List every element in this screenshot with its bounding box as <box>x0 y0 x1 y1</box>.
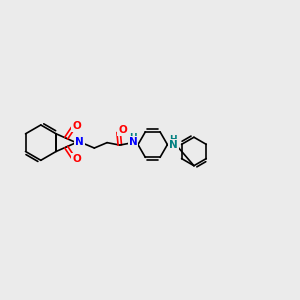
Text: O: O <box>72 121 81 131</box>
Text: N: N <box>75 137 84 147</box>
Text: O: O <box>72 154 81 164</box>
Text: H: H <box>129 133 136 142</box>
Text: H: H <box>169 135 177 144</box>
Text: N: N <box>169 140 178 150</box>
Text: N: N <box>129 137 137 147</box>
Text: O: O <box>118 125 127 135</box>
